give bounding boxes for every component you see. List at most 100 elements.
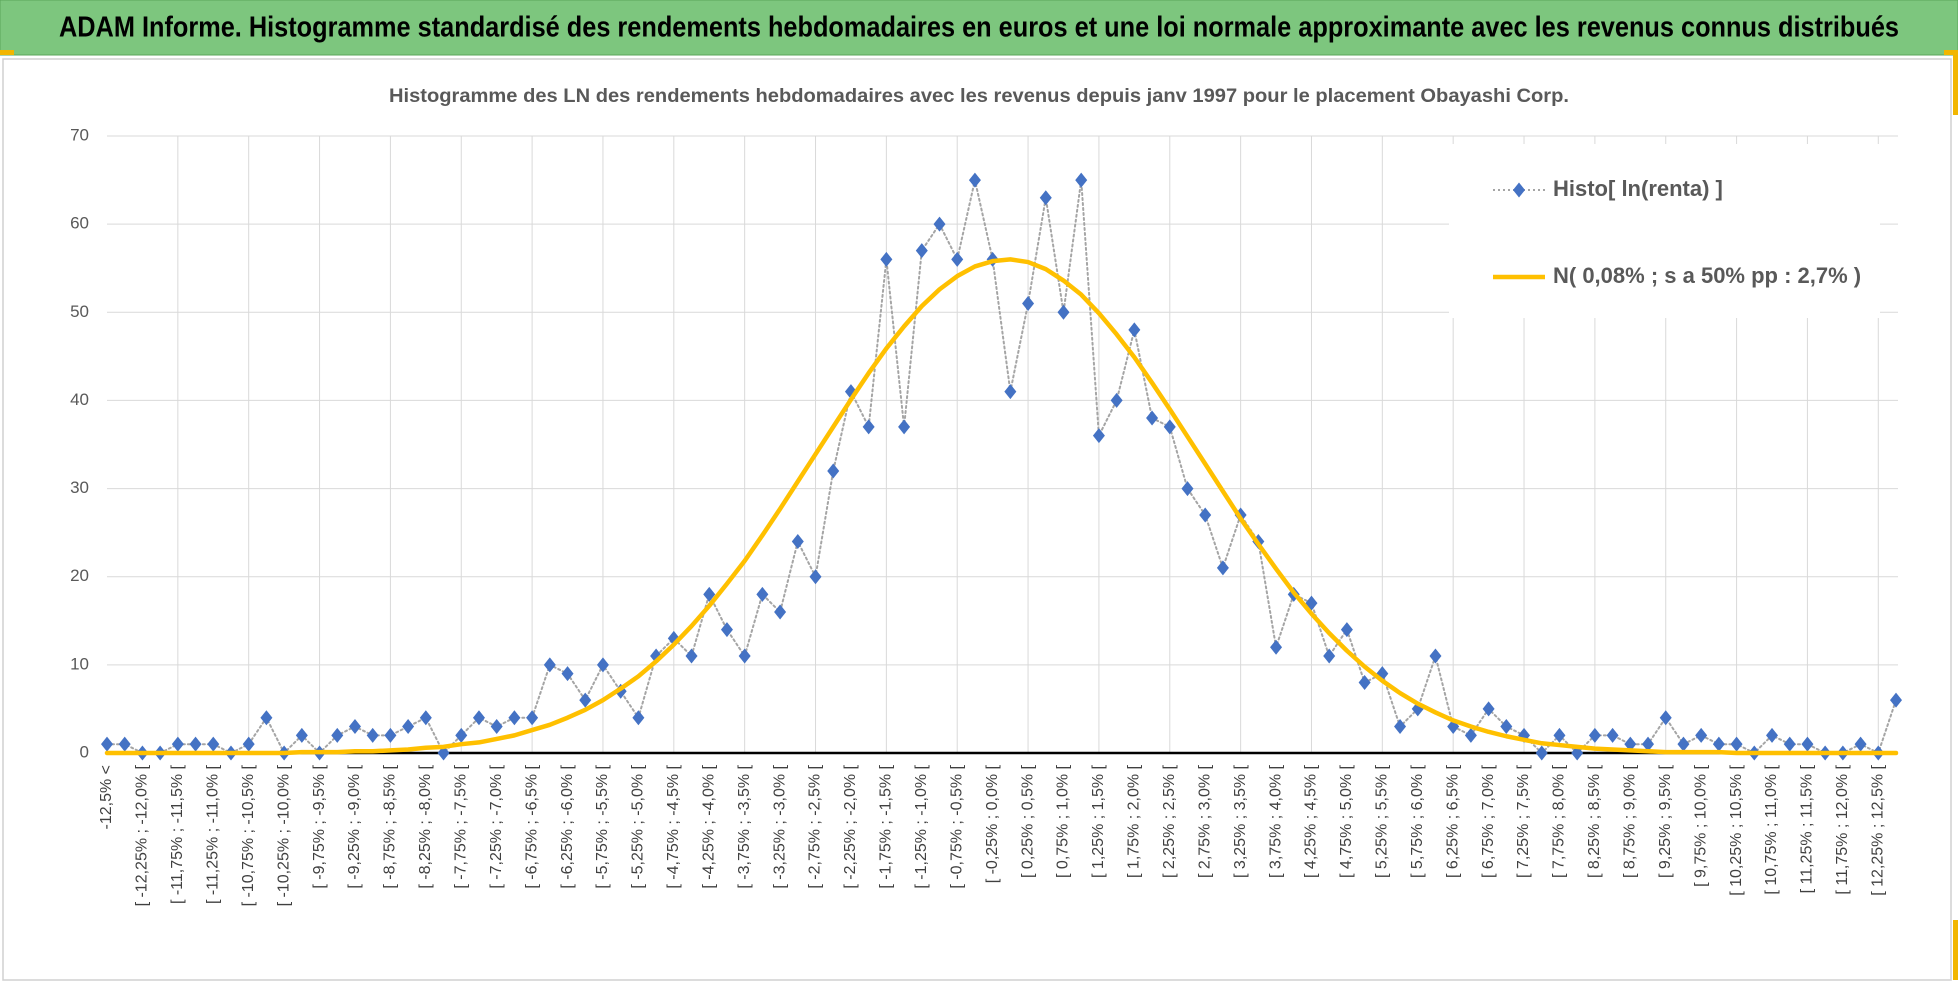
data-point <box>968 172 981 188</box>
y-tick-label: 30 <box>70 478 89 497</box>
data-point <box>756 586 769 602</box>
x-tick-label: [ -11,75% ; -11,5% [ <box>169 764 186 904</box>
x-tick-label: [ 1,75% ; 2,0% [ <box>1126 764 1143 878</box>
x-tick-label: [ -4,75% ; -4,5% [ <box>665 764 682 888</box>
x-tick-label: [ -7,75% ; -7,5% [ <box>452 764 469 888</box>
corner-mark <box>1944 50 1958 55</box>
x-tick-label: [ -3,25% ; -3,0% [ <box>771 764 788 888</box>
chart-title: Histogramme des LN des rendements hebdom… <box>389 86 1569 107</box>
data-point <box>1216 560 1229 576</box>
data-point <box>951 251 964 267</box>
data-point <box>1092 428 1105 444</box>
x-tick-label: [ 5,75% ; 6,0% [ <box>1409 764 1426 878</box>
y-tick-label: 50 <box>70 302 89 321</box>
x-tick-label: [ 9,75% ; 10,0% [ <box>1692 764 1709 886</box>
y-tick-label: 10 <box>70 654 89 673</box>
data-point <box>242 736 255 752</box>
x-tick-label: [ 3,75% ; 4,0% [ <box>1267 764 1284 878</box>
data-point <box>933 216 946 232</box>
corner-mark <box>1953 920 1958 980</box>
data-point <box>1766 727 1779 743</box>
x-tick-label: [ 4,75% ; 5,0% [ <box>1338 764 1355 878</box>
data-point <box>880 251 893 267</box>
data-point <box>189 736 202 752</box>
data-point <box>384 727 397 743</box>
data-point <box>1199 507 1212 523</box>
data-point <box>1128 322 1141 338</box>
data-point <box>579 692 592 708</box>
legend-label: Histo[ ln(renta) ] <box>1553 176 1723 201</box>
data-point <box>1146 410 1159 426</box>
data-point <box>1659 710 1672 726</box>
x-tick-label: [ 0,75% ; 1,0% [ <box>1055 764 1072 878</box>
data-point <box>1057 304 1070 320</box>
x-tick-label: [ -5,75% ; -5,5% [ <box>594 764 611 888</box>
data-point <box>632 710 645 726</box>
data-point <box>738 648 751 664</box>
data-point <box>596 657 609 673</box>
x-tick-label: [ 9,25% ; 9,5% [ <box>1657 764 1674 878</box>
data-point <box>1535 745 1548 761</box>
page-title: ADAM Informe. Histogramme standardisé de… <box>59 12 1899 44</box>
x-tick-label: [ 1,25% ; 1,5% [ <box>1090 764 1107 878</box>
x-tick-label: [ -8,25% ; -8,0% [ <box>417 764 434 888</box>
data-point <box>1677 736 1690 752</box>
data-point <box>1712 736 1725 752</box>
data-point <box>1429 648 1442 664</box>
x-tick-label: [ 8,25% ; 8,5% [ <box>1586 764 1603 878</box>
data-point <box>171 736 184 752</box>
data-point <box>437 745 450 761</box>
data-point <box>1854 736 1867 752</box>
x-tick-label: [ 10,25% ; 10,5% [ <box>1728 764 1745 895</box>
data-point <box>490 719 503 735</box>
x-tick-label: [ -9,25% ; -9,0% [ <box>346 764 363 888</box>
x-tick-label: [ -8,75% ; -8,5% [ <box>382 764 399 888</box>
data-point <box>915 243 928 259</box>
data-point <box>898 419 911 435</box>
data-point <box>526 710 539 726</box>
data-point <box>1163 419 1176 435</box>
x-tick-label: [ -11,25% ; -11,0% [ <box>204 764 221 904</box>
x-tick-label: [ -7,25% ; -7,0% [ <box>488 764 505 888</box>
data-point <box>1323 648 1336 664</box>
data-point <box>720 622 733 638</box>
data-point <box>774 604 787 620</box>
y-tick-label: 20 <box>70 566 89 585</box>
x-tick-label: [ -10,25% ; -10,0% [ <box>275 764 292 906</box>
corner-mark <box>0 50 14 55</box>
x-tick-label: [ -0,75% ; -0,5% [ <box>948 764 965 888</box>
x-tick-label: [ -1,25% ; -1,0% [ <box>913 764 930 888</box>
header-band <box>0 0 1958 56</box>
data-point <box>1588 727 1601 743</box>
x-tick-label: [ 8,75% ; 9,0% [ <box>1622 764 1639 878</box>
data-point <box>862 419 875 435</box>
x-tick-label: -12,5% < <box>98 765 115 829</box>
data-point <box>508 710 521 726</box>
data-point <box>827 463 840 479</box>
data-point <box>1075 172 1088 188</box>
data-point <box>402 719 415 735</box>
data-point <box>472 710 485 726</box>
x-tick-label: [ 11,75% ; 12,0% [ <box>1834 764 1851 894</box>
x-tick-label: [ -3,75% ; -3,5% [ <box>736 764 753 888</box>
x-tick-label: [ -1,75% ; -1,5% [ <box>878 764 895 888</box>
data-point <box>348 719 361 735</box>
legend-box <box>1449 144 1880 318</box>
data-point <box>1464 727 1477 743</box>
x-tick-label: [ -2,25% ; -2,0% [ <box>842 764 859 888</box>
x-tick-label: [ 6,25% ; 6,5% [ <box>1444 764 1461 878</box>
data-point <box>1624 736 1637 752</box>
data-point <box>331 727 344 743</box>
y-tick-label: 60 <box>70 214 89 233</box>
x-tick-label: [ 0,25% ; 0,5% [ <box>1019 764 1036 878</box>
x-tick-label: [ -6,75% ; -6,5% [ <box>523 764 540 888</box>
y-tick-label: 0 <box>80 742 89 761</box>
y-tick-label: 40 <box>70 390 89 409</box>
data-point <box>118 736 131 752</box>
data-point <box>809 569 822 585</box>
data-point <box>561 666 574 682</box>
x-tick-label: [ -6,25% ; -6,0% [ <box>559 764 576 888</box>
x-tick-label: [ -0,25% ; 0,0% [ <box>984 764 1001 883</box>
x-tick-label: [ -5,25% ; -5,0% [ <box>630 764 647 888</box>
data-point <box>1482 701 1495 717</box>
